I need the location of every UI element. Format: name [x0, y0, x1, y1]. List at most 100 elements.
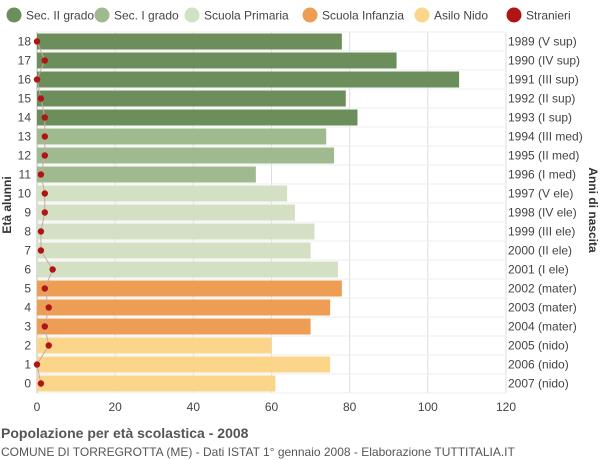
birth-year-label: 1991 (III sup): [508, 73, 579, 87]
bar: [37, 299, 331, 316]
stranieri-point: [33, 38, 41, 45]
bar: [37, 223, 315, 240]
age-label: 18: [18, 35, 32, 49]
legend-swatch: [6, 7, 22, 23]
x-tick-label: 100: [418, 400, 438, 414]
population-chart: Sec. II grado Sec. I grado Scuola Primaria…: [0, 7, 600, 414]
bar: [37, 318, 311, 335]
stranieri-point: [37, 171, 45, 178]
birth-year-label: 2001 (I ele): [508, 263, 569, 277]
age-label: 1: [24, 358, 31, 372]
legend-swatch: [94, 7, 110, 23]
x-tick-label: 0: [34, 400, 41, 414]
birth-year-label: 1996 (I med): [508, 168, 576, 182]
birth-year-label: 2004 (mater): [508, 320, 577, 334]
age-label: 3: [24, 320, 31, 334]
stranieri-point: [33, 76, 41, 83]
birth-year-label: 2007 (nido): [508, 377, 569, 391]
birth-year-tick-labels: 1989 (V sup) 1990 (IV sup) 1991 (III sup) 1…: [508, 35, 583, 391]
bar: [37, 337, 272, 354]
birth-year-label: 1995 (II med): [508, 149, 579, 163]
y-axis-title-left: Età alunni: [0, 176, 14, 233]
y-axis-title-right: Anni di nascita: [586, 167, 600, 253]
stranieri-point: [37, 228, 45, 235]
birth-year-label: 2000 (II ele): [508, 244, 572, 258]
legend-item: Stranieri: [506, 7, 571, 23]
legend-swatch: [414, 7, 430, 23]
birth-year-label: 2006 (nido): [508, 358, 569, 372]
age-label: 13: [18, 130, 32, 144]
age-label: 8: [24, 225, 31, 239]
stranieri-series: [33, 38, 56, 387]
legend-label: Sec. II grado: [26, 9, 94, 23]
bar: [37, 71, 460, 88]
bar: [37, 90, 346, 107]
stranieri-point: [37, 247, 45, 254]
chart-legend: Sec. II grado Sec. I grado Scuola Primaria…: [6, 7, 571, 23]
bar: [37, 166, 256, 183]
birth-year-label: 1994 (III med): [508, 130, 583, 144]
stranieri-point: [45, 304, 52, 311]
legend-swatch: [506, 7, 522, 23]
age-label: 2: [24, 339, 31, 353]
stranieri-point: [41, 133, 49, 140]
age-label: 4: [24, 301, 31, 315]
x-tick-label: 20: [108, 400, 122, 414]
stranieri-point: [33, 361, 41, 368]
stranieri-point: [37, 380, 45, 387]
legend-swatch: [302, 7, 318, 23]
birth-year-label: 2002 (mater): [508, 282, 577, 296]
age-label: 0: [24, 377, 31, 391]
bar: [37, 185, 288, 202]
stranieri-point: [41, 57, 49, 64]
legend-item: Asilo Nido: [414, 7, 488, 23]
stranieri-point: [41, 114, 49, 121]
legend-item: Sec. II grado: [6, 7, 94, 23]
bar: [37, 109, 358, 126]
age-label: 16: [18, 73, 32, 87]
legend-item: Scuola Infanzia: [302, 7, 404, 23]
stranieri-point: [41, 323, 49, 330]
x-tick-label: 120: [496, 400, 516, 414]
stranieri-point: [41, 285, 49, 292]
birth-year-label: 2005 (nido): [508, 339, 569, 353]
stranieri-point: [41, 152, 49, 159]
bar: [37, 128, 327, 145]
bar: [37, 52, 397, 69]
age-label: 10: [18, 187, 32, 201]
bar: [37, 375, 276, 392]
bar: [37, 204, 295, 221]
stranieri-point: [49, 266, 56, 273]
legend-label: Asilo Nido: [434, 9, 488, 23]
birth-year-label: 1998 (IV ele): [508, 206, 577, 220]
legend-swatch: [184, 7, 200, 23]
age-label: 12: [18, 149, 32, 163]
legend-label: Scuola Infanzia: [322, 9, 404, 23]
age-label: 6: [24, 263, 31, 277]
x-tick-label: 80: [343, 400, 357, 414]
bar: [37, 356, 331, 373]
age-label: 14: [18, 111, 32, 125]
age-label: 7: [24, 244, 31, 258]
chart-source: COMUNE DI TORREGROTTA (ME) - Dati ISTAT …: [1, 445, 515, 459]
legend-item: Scuola Primaria: [184, 7, 289, 23]
bar: [37, 33, 342, 50]
stranieri-point: [41, 209, 49, 216]
grid-lines: [36, 31, 507, 394]
legend-label: Sec. I grado: [114, 9, 179, 23]
age-label: 5: [24, 282, 31, 296]
bar: [37, 280, 342, 297]
legend-item: Sec. I grado: [94, 7, 179, 23]
birth-year-label: 1999 (III ele): [508, 225, 575, 239]
age-label: 11: [19, 168, 32, 182]
x-axis-tick-labels: 0 20 40 60 80 100 120: [34, 400, 517, 414]
x-tick-label: 60: [265, 400, 279, 414]
birth-year-label: 1993 (I sup): [508, 111, 572, 125]
legend-label: Stranieri: [526, 9, 571, 23]
bars-group: [37, 33, 460, 392]
x-tick-label: 40: [187, 400, 201, 414]
stranieri-point: [45, 342, 52, 349]
age-label: 15: [18, 92, 32, 106]
age-label: 17: [18, 54, 32, 68]
